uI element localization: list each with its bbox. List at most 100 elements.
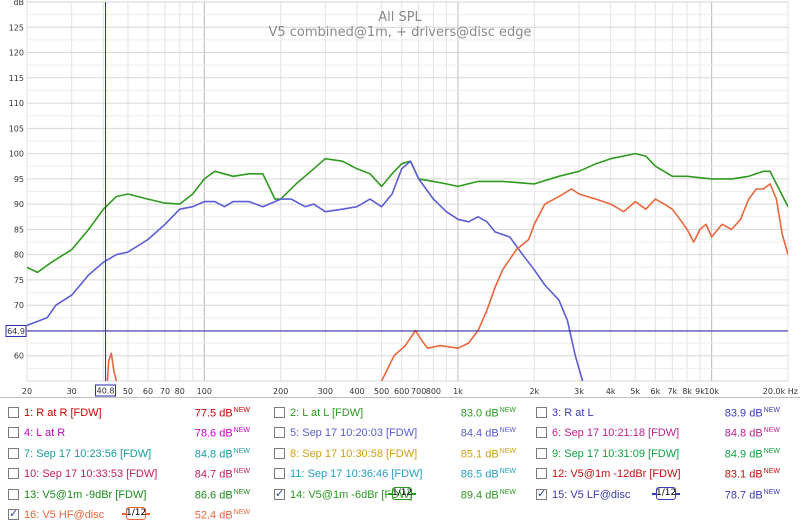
legend-value-text: 84.8 dB [194,448,233,461]
x-tick-label: 50 [123,387,133,396]
legend-checkbox[interactable] [536,487,547,500]
y-tick-label: 60 [14,352,24,361]
legend-checkbox[interactable] [8,407,19,418]
legend-item[interactable]: 6: Sep 17 10:21:18 [FDW] 84.8 dBNEW [528,423,800,444]
x-tick-label: 500 [374,387,389,396]
legend-label: 14: V5@1m -6dBr [FDW] [290,488,413,501]
legend-value-text: 84.4 dB [460,428,499,441]
legend-value-text: 86.5 dB [460,468,499,481]
smoothing-box [392,486,412,500]
legend-item[interactable]: 5: Sep 17 10:20:03 [FDW] 84.4 dBNEW [266,423,528,444]
legend-checkbox[interactable] [8,427,19,439]
legend-item[interactable]: 3: R at L 83.9 dBNEW [528,403,800,424]
smoothing-badge[interactable]: 1/12 [652,486,680,502]
legend-checkbox[interactable] [8,507,19,520]
legend-value-new-tag: NEW [499,468,516,476]
legend-value-new-tag: NEW [763,427,780,435]
smoothing-badge[interactable]: 1/12 [122,507,150,522]
legend-label: 16: V5 HF@disc [24,509,105,521]
legend-value: 86.5 dBNEW [428,468,516,481]
x-tick-label: 9k [695,387,705,396]
legend-item[interactable]: 7: Sep 17 10:23:56 [FDW] 84.8 dBNEW [0,444,262,465]
legend-value-text: 84.7 dB [194,468,233,481]
legend-item[interactable]: 11: Sep 17 10:36:46 [FDW] 86.5 dBNEW [266,464,528,485]
legend-checkbox[interactable] [274,487,285,500]
legend-value: 52.4 dBNEW [162,509,250,522]
x-tick-label: 7k [667,387,677,396]
legend-value: 84.8 dBNEW [162,448,250,461]
x-tick-label: 60 [143,387,153,396]
series-line [27,160,584,381]
legend-value-new-tag: NEW [233,447,250,455]
smoothing-badge[interactable]: 1/12 [388,486,416,502]
legend-checkbox[interactable] [536,407,547,418]
x-tick-label: 300 [318,387,333,396]
legend-item[interactable]: 9: Sep 17 10:31:09 [FDW] 84.9 dBNEW [528,444,800,465]
legend-checkbox[interactable] [8,488,19,500]
legend-value-new-tag: NEW [763,447,780,455]
legend-item[interactable]: 15: V5 LF@disc 1/12 78.7 dBNEW [528,485,800,506]
legend-checkbox[interactable] [536,447,547,459]
legend-value-text: 78.7 dB [724,489,763,502]
legend-item[interactable]: 4: L at R 78.6 dBNEW [0,423,262,444]
legend-panel: 1: R at R [FDW] 77.5 dBNEW 2: L at L [FDW]… [0,397,800,526]
legend-item[interactable]: 12: V5@1m -12dBr [FDW] 83.1 dBNEW [528,464,800,485]
legend-label: 12: V5@1m -12dBr [FDW] [552,468,681,481]
legend-label: 15: V5 LF@disc [552,488,631,501]
legend-checkbox[interactable] [274,407,285,418]
legend-checkbox[interactable] [274,468,285,480]
legend-checkbox[interactable] [8,468,19,480]
y-tick-label: 75 [14,276,24,285]
legend-value-text: 89.4 dB [460,489,499,502]
legend-item[interactable]: 10: Sep 17 10:33:53 [FDW] 84.7 dBNEW [0,464,262,485]
legend-item[interactable]: 16: V5 HF@disc 1/12 52.4 dBNEW [0,505,262,526]
x-tick-label: 8k [682,387,692,396]
x-tick-label: 2k [529,387,539,396]
legend-value-new-tag: NEW [233,488,250,496]
cursor-layer[interactable]: 40.8 64.9 [5,2,788,397]
x-tick-label: 5k [630,387,640,396]
y-tick-label: 85 [14,225,24,234]
x-tick-label: 200 [273,387,288,396]
legend-value: 77.5 dBNEW [162,407,250,420]
legend-value: 78.6 dBNEW [162,427,250,440]
legend-item[interactable]: 14: V5@1m -6dBr [FDW]1/12 89.4 dBNEW [266,485,528,506]
x-tick-label: 4k [606,387,616,396]
legend-value-text: 78.6 dB [194,428,233,441]
y-tick-label: 105 [9,124,24,133]
legend-item[interactable]: 2: L at L [FDW] 83.0 dBNEW [266,403,528,424]
legend-checkbox[interactable] [536,427,547,439]
legend-item[interactable]: 1: R at R [FDW] 77.5 dBNEW [0,403,262,424]
spl-chart[interactable]: 60 70 75 80 85 90 95 100 105 110 115 120 125 dB 20 30 50… [0,0,800,397]
legend-item[interactable]: 8: Sep 17 10:30:58 [FDW] 85.1 dBNEW [266,444,528,465]
legend-checkbox[interactable] [274,447,285,459]
legend-value-new-tag: NEW [499,447,516,455]
legend-row: 13: V5@1m -9dBr [FDW]86.6 dBNEW 14: V5@1m… [0,485,800,506]
legend-value: 83.1 dBNEW [692,468,780,481]
legend-label: 9: Sep 17 10:31:09 [FDW] [552,447,680,460]
legend-checkbox[interactable] [536,468,547,480]
cursor-y-readout-box [5,324,27,337]
legend-label: 11: Sep 17 10:36:46 [FDW] [290,468,423,481]
x-tick-label: 100 [197,387,212,396]
legend-value-text: 83.0 dB [460,407,499,420]
x-tick-label: 10k [704,387,719,396]
legend-value: 84.7 dBNEW [162,468,250,481]
legend-checkbox[interactable] [274,427,285,439]
legend-value-new-tag: NEW [499,407,516,414]
chart-subtitle: V5 combined@1m, + drivers@disc edge [268,25,531,40]
y-tick-label: dB [13,0,24,7]
legend-label: 7: Sep 17 10:23:56 [FDW] [24,447,152,460]
legend-value-new-tag: NEW [499,427,516,435]
legend-checkbox[interactable] [8,447,19,459]
y-tick-label: 125 [9,23,24,32]
smoothing-line-left [388,492,392,495]
x-tick-label: 700 [411,387,426,396]
smoothing-box [126,507,146,520]
smoothing-line-left [122,513,126,515]
legend-value-new-tag: NEW [763,468,780,476]
legend-value-new-tag: NEW [763,407,780,414]
legend-item[interactable]: 13: V5@1m -9dBr [FDW] 86.6 dBNEW [0,485,262,506]
smoothing-label: 1/12 [392,487,413,498]
y-tick-label: 80 [14,251,24,260]
